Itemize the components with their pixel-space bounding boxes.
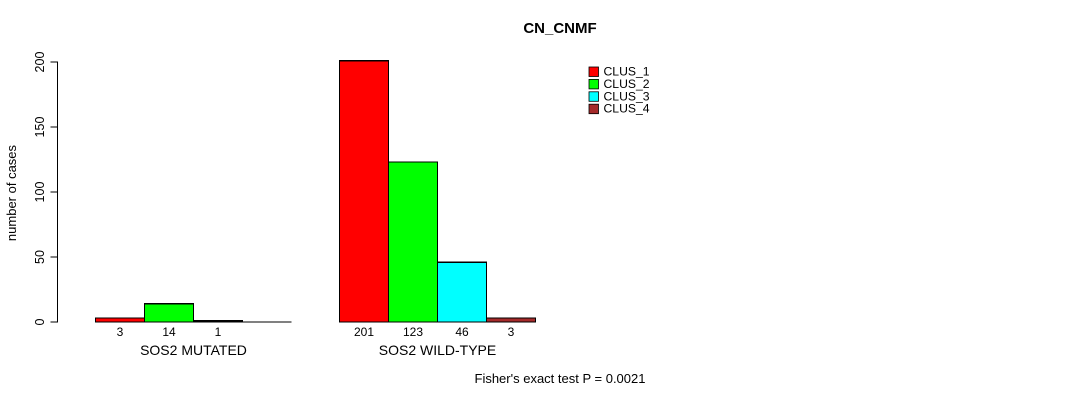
bar-clus-1 [94,317,146,323]
bar-clus-3 [192,320,244,323]
chart-title: CN_CNMF [523,20,597,37]
bar-value-label: 3 [508,325,515,339]
bar-clus-2 [143,303,195,323]
legend-swatch-clus-4 [588,103,599,115]
x-category-label: SOS2 WILD-TYPE [379,342,496,358]
legend-swatch-clus-3 [588,91,599,102]
stats-annotation: Fisher's exact test P = 0.0021 [474,371,646,386]
y-axis-title: number of cases [4,144,19,242]
legend-label: CLUS_1 [604,65,650,79]
y-axis-tick-label: 200 [33,52,47,73]
bar-value-label: 3 [117,325,124,339]
legend-swatch-clus-1 [588,66,599,77]
bar-value-label: 46 [455,325,469,339]
legend-swatch-clus-2 [588,79,599,90]
y-axis-tick-label: 100 [33,182,47,203]
bar-clus-1 [338,60,390,323]
legend-label: CLUS_4 [604,102,650,116]
bar-value-label: 123 [403,325,423,339]
bar-value-label: 201 [354,325,374,339]
bar-clus-3 [436,261,488,323]
bar-clus-2 [387,161,439,323]
y-axis-tick-label: 150 [33,117,47,138]
bar-clus-4 [485,317,537,323]
y-axis-tick-label: 0 [33,318,47,325]
legend-label: CLUS_3 [604,89,650,103]
y-axis-tick-label: 50 [33,250,47,264]
bar-value-label: 14 [162,325,176,339]
legend-label: CLUS_2 [604,77,650,91]
bar-value-label: 1 [215,325,222,339]
x-category-label: SOS2 MUTATED [140,342,247,358]
